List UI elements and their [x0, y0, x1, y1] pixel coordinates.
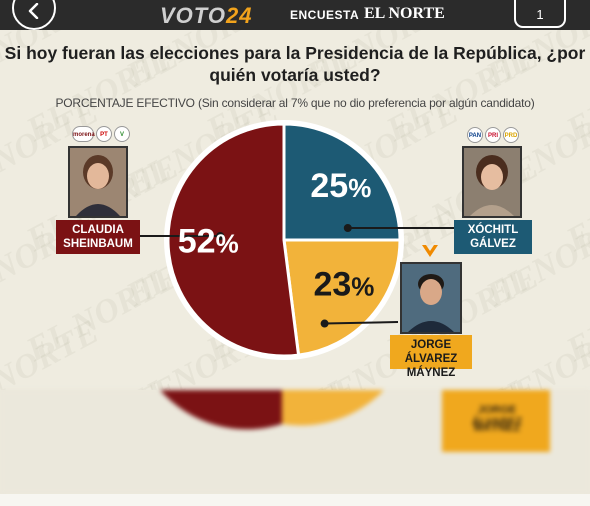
- blurred-tag-line2: MÁYNEZ: [473, 422, 521, 434]
- top-bar: VOTO24 ENCUESTA EL NORTE: [0, 0, 590, 30]
- pie-outline: [164, 120, 404, 360]
- blurred-name-tag: [442, 390, 550, 452]
- pri-logo-icon: PRI: [485, 127, 501, 143]
- blurred-yellow-slice: [282, 390, 384, 426]
- sheinbaum-party-logos: morena PT V: [72, 126, 130, 142]
- maynez-last-name: MÁYNEZ: [406, 367, 456, 379]
- chart-subtitle: PORCENTAJE EFECTIVO (Sin considerar al 7…: [55, 96, 535, 110]
- back-button[interactable]: [12, 0, 56, 30]
- newspaper-logo: EL NORTE: [364, 5, 445, 22]
- pie-value-label: 52%: [178, 223, 239, 261]
- pie-slice-claudia-sheinbaum: [166, 122, 301, 358]
- blurred-duplicate-strip: JORGE ÁLVAREZ MÁYNEZ: [0, 390, 590, 494]
- pie-slice-jorge-lvarez-m-ynez: [282, 238, 402, 357]
- brand-logo: VOTO24: [160, 3, 253, 28]
- pan-logo-icon: PAN: [467, 127, 483, 143]
- galvez-photo: [462, 146, 522, 218]
- blurred-pie-remnant: [160, 390, 550, 452]
- galvez-name-tag: XÓCHITL GÁLVEZ: [454, 220, 532, 254]
- galvez-party-logos: PAN PRI PRD: [467, 127, 519, 143]
- blurred-red-slice: [160, 390, 282, 430]
- maynez-name-tag: JORGE ÁLVAREZ MÁYNEZ: [390, 335, 472, 379]
- survey-label: ENCUESTA: [290, 8, 360, 22]
- blurred-tag-line1: JORGE ÁLVAREZ: [471, 404, 523, 428]
- maynez-leader-line: [324, 321, 399, 325]
- sheinbaum-last-name: SHEINBAUM: [63, 238, 133, 250]
- chevron-left-icon: [28, 3, 39, 19]
- pie-slice-x-chitl-g-lvez: [282, 122, 402, 242]
- sheinbaum-first-name: CLAUDIA: [72, 224, 124, 236]
- bottom-edge: [0, 494, 590, 506]
- maynez-leader-line-dot: [320, 319, 329, 328]
- sheinbaum-name-tag: CLAUDIA SHEINBAUM: [56, 220, 140, 254]
- movimiento-ciudadano-logo-icon: [422, 245, 438, 257]
- sheinbaum-leader-line-dot: [216, 232, 225, 240]
- morena-logo-icon: morena: [72, 126, 95, 142]
- galvez-leader-line-dot: [343, 224, 352, 232]
- galvez-first-name: XÓCHITL: [467, 224, 519, 236]
- sheinbaum-photo: [68, 146, 128, 218]
- pie-value-label: 25%: [310, 167, 371, 205]
- prd-logo-icon: PRD: [503, 127, 519, 143]
- chart-title: Si hoy fueran las elecciones para la Pre…: [4, 43, 586, 85]
- maynez-photo: [400, 262, 462, 334]
- counter-badge[interactable]: 1: [514, 0, 566, 28]
- pie-value-label: 23%: [313, 266, 374, 304]
- galvez-last-name: GÁLVEZ: [470, 238, 516, 250]
- pie-chart: 52% 25% 23%: [140, 120, 454, 360]
- maynez-first-name: JORGE ÁLVAREZ: [404, 339, 458, 365]
- verde-logo-icon: V: [114, 126, 130, 142]
- pt-logo-icon: PT: [96, 126, 112, 142]
